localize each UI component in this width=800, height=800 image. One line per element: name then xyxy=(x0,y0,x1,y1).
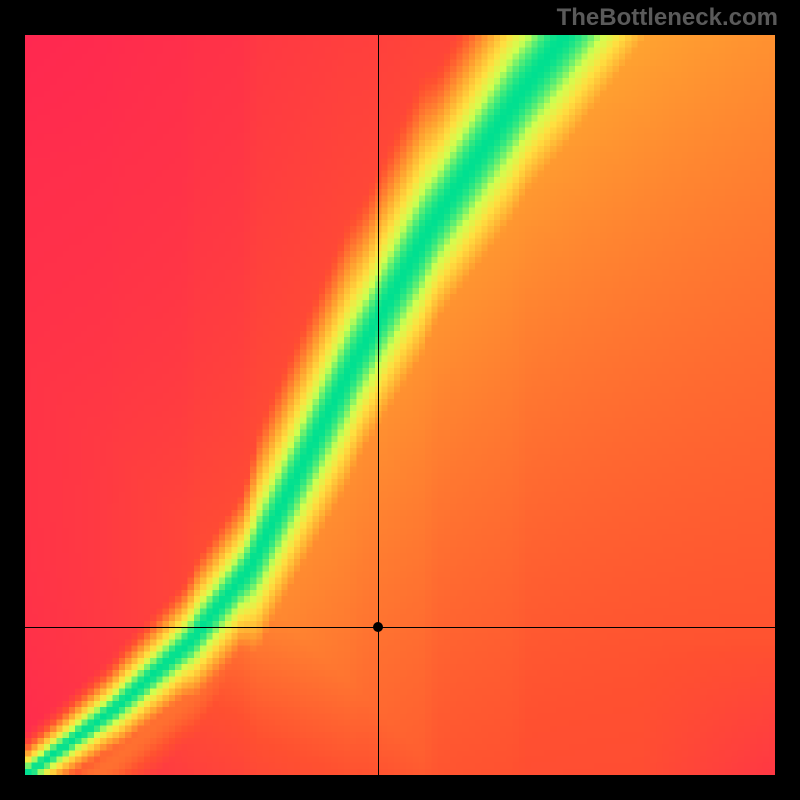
chart-container: TheBottleneck.com xyxy=(0,0,800,800)
watermark-label: TheBottleneck.com xyxy=(557,4,778,32)
crosshair-point xyxy=(373,622,383,632)
crosshair-horizontal xyxy=(25,627,775,628)
bottleneck-heatmap xyxy=(25,35,775,775)
crosshair-vertical xyxy=(378,35,379,775)
